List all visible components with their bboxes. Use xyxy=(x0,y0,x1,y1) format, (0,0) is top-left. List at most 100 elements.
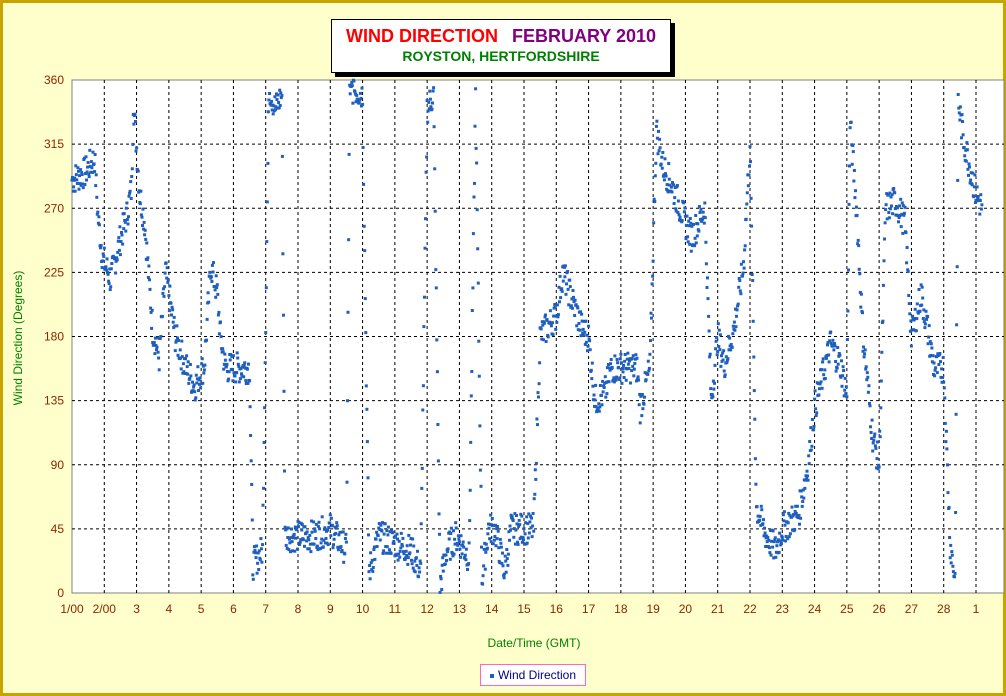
data-point xyxy=(255,544,259,548)
data-point xyxy=(353,90,357,94)
data-point xyxy=(182,370,186,374)
data-point xyxy=(640,414,644,418)
data-point xyxy=(831,338,835,342)
data-point xyxy=(633,357,637,361)
data-point xyxy=(605,366,609,370)
data-point xyxy=(841,365,845,369)
data-point xyxy=(922,308,926,312)
data-point xyxy=(479,484,483,488)
data-point xyxy=(503,572,507,576)
data-point xyxy=(942,380,946,384)
data-point xyxy=(832,348,836,352)
data-point xyxy=(855,205,858,209)
data-point xyxy=(718,348,722,352)
data-point xyxy=(799,489,803,493)
data-point xyxy=(449,532,453,535)
data-point xyxy=(794,504,798,508)
data-point xyxy=(128,189,132,193)
data-point xyxy=(386,533,390,537)
data-point xyxy=(269,103,273,107)
data-point xyxy=(685,214,689,218)
data-point xyxy=(216,292,220,296)
data-point xyxy=(946,463,949,467)
data-point xyxy=(249,434,253,437)
data-point xyxy=(164,261,168,265)
data-point xyxy=(930,360,934,364)
data-point xyxy=(79,168,83,172)
x-tick-label: 7 xyxy=(262,602,269,616)
data-point xyxy=(631,364,635,368)
data-point xyxy=(185,354,189,358)
data-point xyxy=(781,538,785,542)
data-point xyxy=(657,149,661,153)
data-point xyxy=(290,527,293,531)
data-point xyxy=(908,312,912,316)
data-point xyxy=(846,309,850,313)
data-point xyxy=(184,372,188,375)
data-point xyxy=(276,106,280,110)
data-point xyxy=(257,549,261,553)
data-point xyxy=(342,560,346,564)
data-point xyxy=(738,279,742,283)
data-point xyxy=(251,573,255,577)
data-point xyxy=(574,303,578,307)
data-point xyxy=(480,545,483,549)
data-point xyxy=(473,124,477,128)
data-point xyxy=(732,320,736,324)
data-point xyxy=(194,373,198,377)
data-point xyxy=(116,250,120,254)
data-point xyxy=(810,444,814,448)
data-point xyxy=(597,402,601,406)
data-point xyxy=(518,523,522,527)
data-point xyxy=(933,368,937,372)
data-point xyxy=(179,356,183,360)
data-point xyxy=(747,173,751,177)
data-point xyxy=(727,334,730,338)
data-point xyxy=(106,271,109,274)
data-point xyxy=(563,264,567,268)
x-tick-label: 10 xyxy=(356,602,370,616)
data-point xyxy=(378,538,382,542)
data-point xyxy=(337,533,341,537)
data-point xyxy=(513,512,517,516)
data-point xyxy=(603,375,607,379)
data-point xyxy=(716,322,720,326)
data-point xyxy=(962,146,966,149)
data-point xyxy=(683,206,687,210)
data-point xyxy=(192,383,196,387)
data-point xyxy=(149,306,153,310)
data-point xyxy=(456,534,460,538)
data-point xyxy=(838,353,842,357)
data-point xyxy=(684,237,688,240)
data-point xyxy=(866,375,870,379)
y-tick-label: 270 xyxy=(44,201,64,215)
data-point xyxy=(734,307,737,311)
data-point xyxy=(481,582,485,586)
data-point xyxy=(537,382,541,386)
data-point xyxy=(399,531,403,535)
data-point xyxy=(131,142,135,146)
data-point xyxy=(516,542,520,546)
data-point xyxy=(929,353,933,357)
data-point xyxy=(153,336,157,340)
data-point xyxy=(501,564,505,568)
data-point xyxy=(391,531,395,535)
data-point xyxy=(646,372,650,376)
data-point xyxy=(412,544,416,548)
data-point xyxy=(130,175,134,178)
data-point xyxy=(654,161,658,165)
data-point xyxy=(687,224,691,228)
data-point xyxy=(172,315,176,319)
data-point xyxy=(619,361,623,365)
data-point xyxy=(464,558,468,562)
data-point xyxy=(964,159,968,163)
data-point xyxy=(433,167,437,171)
data-point xyxy=(123,220,127,224)
data-point xyxy=(520,514,524,518)
data-point xyxy=(689,221,693,225)
data-point xyxy=(309,550,313,554)
data-point xyxy=(928,340,932,344)
data-point xyxy=(176,353,180,357)
data-point xyxy=(678,215,682,219)
